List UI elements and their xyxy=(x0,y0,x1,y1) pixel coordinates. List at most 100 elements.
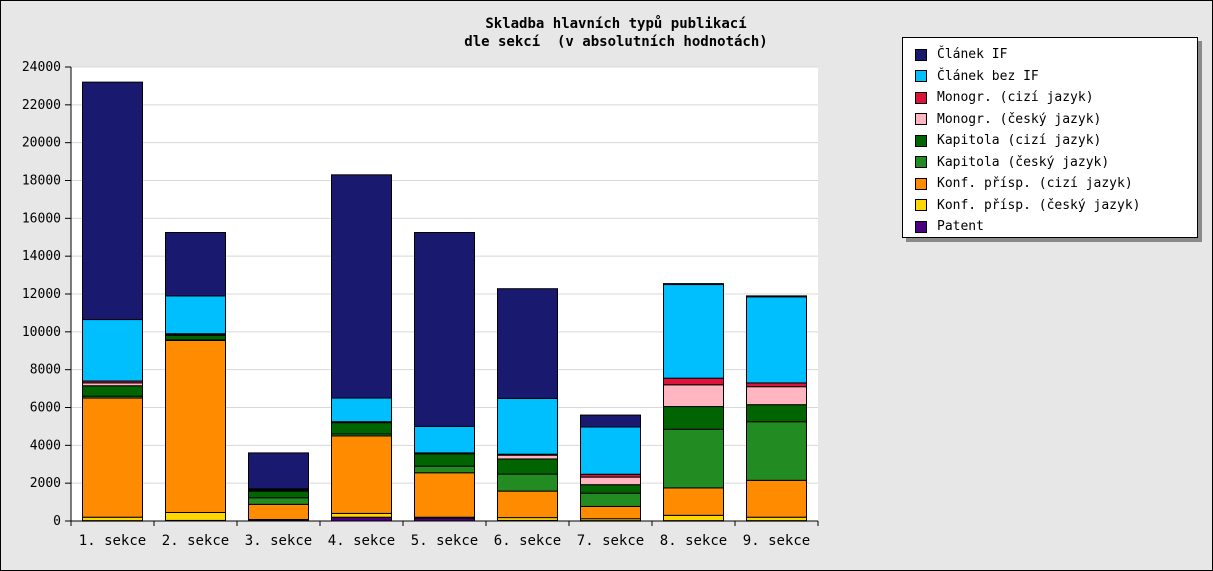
bar-segment xyxy=(331,435,392,514)
bar-segment xyxy=(331,516,392,522)
legend-swatch xyxy=(915,177,927,190)
x-tick-label: 4. sekce xyxy=(328,533,395,549)
legend-label: Konf. přísp. (cizí jazyk) xyxy=(937,176,1133,192)
bar-segment xyxy=(580,414,641,428)
y-tick-label: 8000 xyxy=(30,363,61,378)
legend-swatch xyxy=(915,156,927,169)
legend-label: Monogr. (cizí jazyk) xyxy=(937,90,1094,106)
legend-swatch xyxy=(915,220,927,233)
bar-segment xyxy=(663,377,724,386)
legend-swatch xyxy=(915,70,927,83)
bar-segment xyxy=(663,284,724,379)
y-tick-label: 12000 xyxy=(22,287,61,302)
y-tick-label: 18000 xyxy=(22,174,61,189)
bar-segment xyxy=(663,283,724,286)
legend-item: Konf. přísp. (český jazyk) xyxy=(915,195,1197,217)
bar-segment xyxy=(497,458,558,475)
legend-item: Monogr. (cizí jazyk) xyxy=(915,87,1197,109)
bar-segment xyxy=(746,382,807,388)
bar-segment xyxy=(414,472,475,518)
legend-swatch xyxy=(915,113,927,126)
legend-label: Monogr. (český jazyk) xyxy=(937,111,1102,127)
bar-segment xyxy=(165,295,226,335)
legend-label: Kapitola (český jazyk) xyxy=(937,154,1110,170)
legend-item: Článek IF xyxy=(915,44,1197,66)
bar-segment xyxy=(248,490,309,499)
bar-segment xyxy=(497,490,558,519)
bar-segment xyxy=(663,514,724,522)
bar-segment xyxy=(414,425,475,454)
x-tick-label: 7. sekce xyxy=(577,533,644,549)
bar-segment xyxy=(497,454,558,460)
bar-segment xyxy=(746,404,807,423)
bar-segment xyxy=(663,487,724,516)
y-tick-label: 20000 xyxy=(22,136,61,151)
x-tick-label: 1. sekce xyxy=(79,533,146,549)
bar-segment xyxy=(580,426,641,475)
bar-segment xyxy=(746,516,807,522)
y-tick-label: 4000 xyxy=(30,438,61,453)
legend-label: Konf. přísp. (český jazyk) xyxy=(937,197,1141,213)
x-tick-label: 3. sekce xyxy=(245,533,312,549)
legend-item: Monogr. (český jazyk) xyxy=(915,109,1197,131)
bar-segment xyxy=(82,516,143,522)
bar-segment xyxy=(165,232,226,297)
bar-segment xyxy=(497,288,558,399)
legend-label: Patent xyxy=(937,219,984,235)
y-tick-label: 22000 xyxy=(22,98,61,113)
bar-segment xyxy=(663,428,724,489)
bar-segment xyxy=(165,511,226,521)
bar-segment xyxy=(746,421,807,481)
bar-segment xyxy=(82,319,143,382)
legend-swatch xyxy=(915,91,927,104)
bar-segment xyxy=(497,397,558,455)
x-tick-label: 5. sekce xyxy=(411,533,478,549)
bar-segment xyxy=(248,497,309,505)
legend-swatch xyxy=(915,199,927,212)
bar-segment xyxy=(331,397,392,423)
legend-item: Kapitola (cizí jazyk) xyxy=(915,130,1197,152)
y-tick-label: 6000 xyxy=(30,401,61,416)
bar-segment xyxy=(746,479,807,518)
legend: Článek IF Článek bez IF Monogr. (cizí ja… xyxy=(902,37,1198,238)
legend-item: Konf. přísp. (cizí jazyk) xyxy=(915,173,1197,195)
x-tick-label: 2. sekce xyxy=(162,533,229,549)
bar-segment xyxy=(165,334,226,341)
bar-segment xyxy=(331,174,392,399)
bar-segment xyxy=(580,492,641,507)
bar-segment xyxy=(746,386,807,406)
legend-label: Článek bez IF xyxy=(937,68,1039,84)
bar-segment xyxy=(580,476,641,486)
y-tick-label: 24000 xyxy=(22,60,61,75)
legend-swatch xyxy=(915,48,927,61)
bar-segment xyxy=(331,422,392,435)
legend-item: Patent xyxy=(915,216,1197,238)
bar-segment xyxy=(248,503,309,520)
y-tick-label: 0 xyxy=(53,514,61,529)
x-tick-label: 9. sekce xyxy=(743,533,810,549)
legend-label: Článek IF xyxy=(937,47,1008,63)
x-tick-label: 8. sekce xyxy=(660,533,727,549)
bar-segment xyxy=(414,232,475,427)
bar-segment xyxy=(663,384,724,408)
y-tick-label: 14000 xyxy=(22,249,61,264)
bar-segment xyxy=(746,295,807,298)
legend-item: Kapitola (český jazyk) xyxy=(915,152,1197,174)
y-tick-label: 2000 xyxy=(30,476,61,491)
bar-segment xyxy=(414,465,475,474)
bar-segment xyxy=(497,473,558,492)
y-tick-label: 16000 xyxy=(22,211,61,226)
bar-segment xyxy=(82,81,143,321)
x-tick-label: 6. sekce xyxy=(494,533,561,549)
legend-item: Článek bez IF xyxy=(915,66,1197,88)
bar-segment xyxy=(82,397,143,518)
legend-label: Kapitola (cizí jazyk) xyxy=(937,133,1102,149)
chart-title: Skladba hlavních typů publikací dle sekc… xyxy=(464,16,768,50)
bar-segment xyxy=(746,296,807,384)
y-tick-label: 10000 xyxy=(22,325,61,340)
bar-segment xyxy=(414,453,475,467)
bar-segment xyxy=(663,406,724,430)
legend-swatch xyxy=(915,134,927,147)
